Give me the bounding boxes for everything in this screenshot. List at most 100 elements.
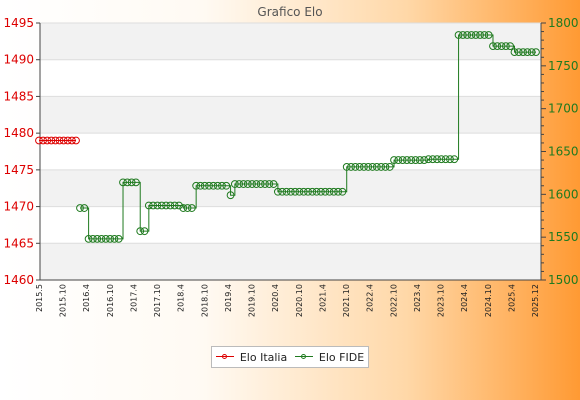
point-elo-fide[interactable] xyxy=(175,201,183,210)
point-elo-italia[interactable] xyxy=(59,136,68,145)
point-elo-fide[interactable] xyxy=(372,163,381,171)
point-elo-fide[interactable] xyxy=(351,163,360,171)
point-elo-fide[interactable] xyxy=(489,42,497,51)
point-elo-fide[interactable] xyxy=(243,180,252,188)
point-elo-fide[interactable] xyxy=(157,201,166,210)
point-elo-fide[interactable] xyxy=(299,187,308,196)
point-elo-fide[interactable] xyxy=(261,180,269,188)
point-elo-fide[interactable] xyxy=(329,187,338,196)
point-elo-fide[interactable] xyxy=(437,155,446,164)
point-elo-fide[interactable] xyxy=(523,48,532,57)
point-elo-fide[interactable] xyxy=(433,155,441,164)
point-elo-fide[interactable] xyxy=(265,180,274,188)
point-elo-fide[interactable] xyxy=(381,163,390,171)
point-elo-fide[interactable] xyxy=(493,42,502,51)
point-elo-fide[interactable] xyxy=(101,234,110,243)
point-elo-fide[interactable] xyxy=(179,204,188,212)
point-elo-fide[interactable] xyxy=(480,31,489,39)
point-elo-fide[interactable] xyxy=(390,156,398,164)
point-elo-fide[interactable] xyxy=(97,234,106,243)
point-elo-fide[interactable] xyxy=(235,180,244,188)
point-elo-fide[interactable] xyxy=(162,201,170,210)
point-elo-fide[interactable] xyxy=(196,181,205,190)
point-elo-fide[interactable] xyxy=(282,187,291,196)
point-elo-fide[interactable] xyxy=(403,156,411,164)
point-elo-fide[interactable] xyxy=(424,155,433,164)
point-elo-italia[interactable] xyxy=(43,136,52,145)
point-elo-fide[interactable] xyxy=(132,178,140,187)
point-elo-fide[interactable] xyxy=(110,234,119,243)
point-elo-fide[interactable] xyxy=(286,187,295,196)
point-elo-fide[interactable] xyxy=(514,48,523,57)
point-elo-fide[interactable] xyxy=(484,31,493,39)
point-elo-fide[interactable] xyxy=(450,155,459,164)
point-elo-fide[interactable] xyxy=(497,42,506,51)
point-elo-fide[interactable] xyxy=(321,187,330,196)
point-elo-fide[interactable] xyxy=(467,31,476,39)
point-elo-fide[interactable] xyxy=(441,155,450,164)
point-elo-fide[interactable] xyxy=(347,163,355,171)
point-elo-fide[interactable] xyxy=(527,48,536,57)
point-elo-fide[interactable] xyxy=(205,181,213,190)
point-elo-fide[interactable] xyxy=(127,178,136,187)
point-elo-fide[interactable] xyxy=(360,163,368,171)
point-elo-fide[interactable] xyxy=(308,187,317,196)
point-elo-fide[interactable] xyxy=(89,234,97,243)
point-elo-fide[interactable] xyxy=(398,156,407,164)
point-elo-fide[interactable] xyxy=(377,163,386,171)
point-elo-fide[interactable] xyxy=(123,178,132,187)
point-elo-fide[interactable] xyxy=(317,187,325,196)
point-elo-fide[interactable] xyxy=(222,181,231,190)
point-elo-italia[interactable] xyxy=(39,136,48,145)
point-elo-fide[interactable] xyxy=(200,181,209,190)
point-elo-fide[interactable] xyxy=(325,187,334,196)
point-elo-fide[interactable] xyxy=(394,156,403,164)
point-elo-fide[interactable] xyxy=(506,42,515,51)
legend-item-elo-italia[interactable]: Elo Italia xyxy=(215,351,287,364)
point-elo-fide[interactable] xyxy=(136,227,145,236)
point-elo-fide[interactable] xyxy=(476,31,484,39)
point-elo-italia[interactable] xyxy=(72,136,80,145)
point-elo-fide[interactable] xyxy=(364,163,373,171)
point-elo-italia[interactable] xyxy=(47,136,56,145)
point-elo-fide[interactable] xyxy=(342,163,351,171)
point-elo-fide[interactable] xyxy=(368,163,377,171)
point-elo-fide[interactable] xyxy=(338,187,347,196)
point-elo-fide[interactable] xyxy=(295,187,304,196)
point-elo-fide[interactable] xyxy=(458,31,467,39)
point-elo-fide[interactable] xyxy=(239,180,248,188)
point-elo-italia[interactable] xyxy=(35,136,43,145)
point-elo-fide[interactable] xyxy=(114,234,123,243)
point-elo-fide[interactable] xyxy=(385,163,394,171)
point-elo-fide[interactable] xyxy=(411,156,420,164)
point-elo-fide[interactable] xyxy=(192,181,201,190)
point-elo-fide[interactable] xyxy=(501,42,510,51)
point-elo-italia[interactable] xyxy=(51,136,60,145)
point-elo-fide[interactable] xyxy=(446,155,454,164)
point-elo-fide[interactable] xyxy=(510,48,519,57)
point-elo-fide[interactable] xyxy=(532,48,540,57)
point-elo-fide[interactable] xyxy=(106,234,115,243)
point-elo-fide[interactable] xyxy=(76,204,84,212)
point-elo-fide[interactable] xyxy=(519,48,527,57)
point-elo-fide[interactable] xyxy=(269,180,278,188)
point-elo-fide[interactable] xyxy=(209,181,218,190)
point-elo-fide[interactable] xyxy=(428,155,437,164)
point-elo-fide[interactable] xyxy=(149,201,158,210)
point-elo-fide[interactable] xyxy=(93,234,102,243)
point-elo-fide[interactable] xyxy=(226,191,235,200)
point-elo-fide[interactable] xyxy=(471,31,480,39)
point-elo-fide[interactable] xyxy=(144,201,153,210)
point-elo-fide[interactable] xyxy=(84,234,93,243)
point-elo-fide[interactable] xyxy=(218,181,226,190)
point-elo-fide[interactable] xyxy=(183,204,192,212)
point-elo-fide[interactable] xyxy=(153,201,162,210)
point-elo-fide[interactable] xyxy=(454,31,463,39)
point-elo-fide[interactable] xyxy=(248,180,256,188)
point-elo-fide[interactable] xyxy=(463,31,472,39)
point-elo-fide[interactable] xyxy=(140,227,149,236)
point-elo-fide[interactable] xyxy=(420,156,429,164)
point-elo-fide[interactable] xyxy=(304,187,312,196)
legend-item-elo-fide[interactable]: Elo FIDE xyxy=(294,351,364,364)
point-elo-fide[interactable] xyxy=(355,163,364,171)
